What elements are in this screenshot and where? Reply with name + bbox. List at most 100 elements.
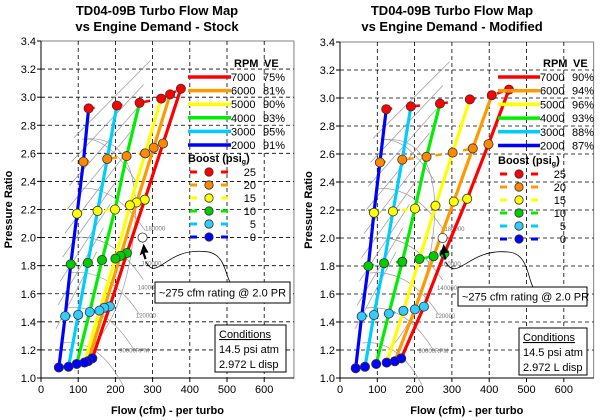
- annotation-text: ~275 cfm rating @ 2.0 PR: [159, 288, 286, 300]
- data-point-3000-25: [405, 101, 416, 112]
- legend-boost-label: 25: [554, 169, 566, 181]
- x-tick-label: 600: [555, 384, 573, 396]
- y-tick-label: 1.2: [21, 345, 36, 357]
- legend-rpm-header: RPM: [234, 58, 258, 70]
- data-point-4000-0: [371, 358, 382, 369]
- data-point-4000-25: [134, 97, 145, 108]
- x-tick-label: 0: [337, 384, 343, 396]
- map-speed-label: 180000: [145, 227, 166, 233]
- x-tick-label: 200: [106, 384, 124, 396]
- y-tick-label: 1.0: [21, 373, 36, 385]
- legend-rpm-label: 6000: [540, 86, 564, 98]
- legend-rpm-label: 6000: [231, 86, 255, 98]
- legend-boost-dot: [514, 169, 524, 179]
- data-point-4000-20: [421, 151, 432, 162]
- y-tick-label: 3.2: [21, 64, 36, 76]
- y-tick-label: 1.4: [21, 317, 36, 329]
- y-tick-label: 2.2: [21, 205, 36, 217]
- data-point-7000-25: [175, 83, 186, 94]
- chart-title-line: TD04-09B Turbo Flow Map: [371, 3, 533, 18]
- data-point-2000-25: [83, 103, 94, 114]
- legend-boost-label: 25: [244, 167, 256, 179]
- legend-boost-label: 5: [560, 221, 566, 233]
- conditions-title: Conditions: [219, 329, 271, 341]
- chart-title-line: vs Engine Demand - Stock: [75, 19, 239, 34]
- data-point-2000-15: [368, 207, 379, 218]
- data-point-6000-0: [389, 356, 400, 367]
- x-tick-label: 500: [517, 384, 535, 396]
- x-tick-label: 200: [405, 384, 423, 396]
- legend-boost-dot: [514, 182, 524, 192]
- data-point-3000-0: [359, 361, 370, 372]
- data-point-5000-0: [381, 357, 392, 368]
- legend-boost-sub: g: [242, 159, 246, 166]
- data-point-2000-20: [78, 156, 89, 167]
- data-point-7000-20: [483, 139, 494, 150]
- legend-ve-label: 87%: [572, 141, 594, 153]
- conditions-line: 2.972 L disp: [523, 362, 583, 374]
- data-point-3000-15: [92, 205, 103, 216]
- legend-boost-dot: [514, 208, 524, 218]
- map-speed-label: 120000: [435, 314, 456, 320]
- x-axis-label: Flow (cfm) - per turbo: [111, 405, 224, 417]
- data-point-6000-5: [409, 304, 420, 315]
- legend-boost-header: Boost (psig): [188, 153, 250, 166]
- annotation-leader: [445, 251, 534, 288]
- data-point-4000-5: [383, 308, 394, 319]
- annotation-box: [457, 286, 588, 307]
- map-speed-label: 90000RPM: [418, 349, 448, 355]
- data-point-3000-0: [63, 361, 74, 372]
- map-speed-line: [377, 188, 445, 232]
- x-tick-label: 100: [69, 384, 87, 396]
- rpm-line-7000: [399, 89, 511, 360]
- x-tick-label: 300: [443, 384, 461, 396]
- annotation-leader: [145, 250, 231, 283]
- data-point-6000-25: [486, 90, 497, 101]
- y-tick-label: 3.4: [21, 36, 36, 48]
- legend-ve-header: VE: [264, 58, 279, 70]
- data-point-7000-15: [462, 193, 473, 204]
- data-point-7000-5: [418, 301, 429, 312]
- data-point-2000-5: [60, 311, 71, 322]
- legend-boost-dot: [204, 232, 214, 242]
- map-speed-label: 140000: [437, 286, 458, 292]
- conditions-box: [214, 324, 287, 373]
- rpm-line-7000: [90, 88, 183, 359]
- rpm-line-2000: [57, 108, 91, 368]
- legend-ve-label: 75%: [263, 72, 285, 84]
- legend-ve-label: 96%: [572, 99, 594, 111]
- rating-point: [137, 232, 148, 243]
- data-point-5000-25: [156, 93, 167, 104]
- data-point-7000-20: [158, 138, 169, 149]
- data-point-4000-5: [84, 307, 95, 318]
- legend-boost-label: 10: [554, 208, 566, 220]
- legend-ve-label: 81%: [263, 86, 285, 98]
- legend-boost-dot: [204, 180, 214, 190]
- map-speed-line: [369, 272, 440, 316]
- conditions-line: 14.5 psi atm: [523, 347, 583, 359]
- y-tick-label: 2.6: [21, 148, 36, 160]
- y-tick-label: 1.6: [21, 289, 36, 301]
- data-point-2000-0: [350, 363, 361, 374]
- boost-line-20: [379, 142, 489, 164]
- legend-rpm-label: 3000: [231, 126, 255, 138]
- x-tick-label: 100: [368, 384, 386, 396]
- x-tick-label: 0: [38, 384, 44, 396]
- chart-title-line: vs Engine Demand - Modified: [361, 19, 542, 34]
- x-tick-label: 400: [181, 384, 199, 396]
- data-point-5000-5: [398, 305, 409, 316]
- data-point-4000-25: [434, 98, 445, 109]
- legend-ve-label: 95%: [263, 126, 285, 138]
- data-point-3000-5: [368, 309, 379, 320]
- data-point-2000-10: [65, 259, 76, 270]
- data-point-2000-15: [72, 208, 83, 219]
- y-tick-label: 3.0: [21, 92, 36, 104]
- data-point-3000-5: [73, 309, 84, 320]
- data-point-4000-20: [121, 151, 132, 162]
- conditions-box: [518, 327, 588, 376]
- map-speed-line: [74, 236, 144, 280]
- y-tick-label: 1.8: [21, 261, 36, 273]
- data-point-3000-10: [379, 258, 390, 269]
- legend-rpm-label: 2000: [540, 141, 564, 153]
